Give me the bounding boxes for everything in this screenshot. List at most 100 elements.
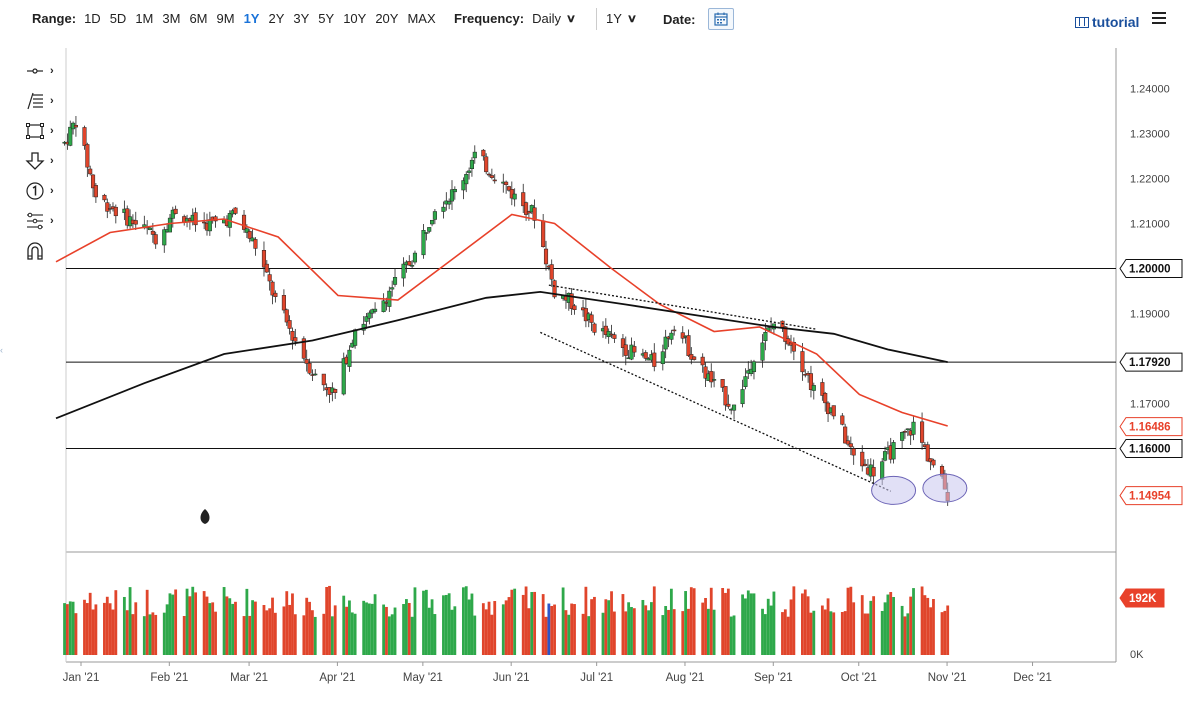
chevron-right-icon[interactable]: › bbox=[50, 65, 54, 77]
candle-body bbox=[521, 192, 526, 207]
candle-body bbox=[261, 250, 267, 268]
candle-body bbox=[173, 208, 178, 214]
volume-bar bbox=[88, 592, 92, 655]
ma-label-text: 1.16486 bbox=[1129, 422, 1171, 434]
menu-icon[interactable] bbox=[1152, 12, 1166, 24]
level-label-text: 1.16000 bbox=[1129, 444, 1171, 456]
range-button-5d[interactable]: 5D bbox=[109, 11, 127, 26]
volume-bar bbox=[863, 613, 867, 655]
tutorial-link[interactable]: tutorial bbox=[1075, 14, 1139, 30]
chevron-down-icon[interactable]: ∨ bbox=[565, 13, 577, 25]
measure-tool[interactable]: › bbox=[24, 206, 64, 236]
range-button-3m[interactable]: 3M bbox=[162, 11, 181, 26]
candle-body bbox=[504, 181, 509, 186]
chevron-right-icon[interactable]: › bbox=[50, 215, 54, 227]
range-button-5y[interactable]: 5Y bbox=[318, 11, 335, 26]
volume-bar bbox=[427, 607, 431, 655]
candle-body bbox=[241, 214, 247, 230]
volume-bar bbox=[880, 610, 884, 655]
volume-bar bbox=[533, 591, 537, 655]
candle-body bbox=[105, 202, 110, 212]
chevron-right-icon[interactable]: › bbox=[50, 95, 54, 107]
volume-bar bbox=[83, 599, 86, 655]
down-arrow-icon bbox=[24, 150, 46, 172]
volume-bar bbox=[407, 602, 411, 655]
crosshair-tool[interactable]: › bbox=[24, 56, 64, 86]
frequency-dropdown[interactable]: Daily bbox=[532, 11, 561, 26]
candle-body bbox=[632, 346, 637, 353]
chevron-down-icon[interactable]: ∨ bbox=[626, 13, 638, 25]
candle-body bbox=[486, 173, 492, 176]
candle-body bbox=[390, 287, 395, 290]
volume-bar bbox=[709, 587, 713, 655]
level-label-box bbox=[1119, 259, 1183, 278]
candle-body bbox=[150, 230, 155, 235]
volume-bar bbox=[168, 593, 172, 655]
price-chart[interactable]: 1.24000 1.23000 1.22000 1.21000 1.19000 1.170… bbox=[0, 38, 1188, 704]
volume-bar bbox=[507, 597, 511, 655]
volume-bar bbox=[325, 586, 329, 655]
volume-bar bbox=[903, 616, 907, 655]
time-axis: Jan '21 Feb '21 Mar '21 Apr '21 May '21 Jun '… bbox=[63, 662, 1052, 684]
range-button-max[interactable]: MAX bbox=[407, 11, 436, 26]
candle-body bbox=[592, 323, 597, 333]
volume-bar bbox=[581, 613, 585, 655]
candle-body bbox=[712, 379, 717, 381]
range-button-9m[interactable]: 9M bbox=[216, 11, 235, 26]
volume-bar bbox=[131, 614, 135, 655]
time-tick-label: Apr '21 bbox=[319, 672, 355, 684]
candle-body bbox=[170, 209, 175, 219]
volume-bar bbox=[362, 600, 366, 655]
volume-bar bbox=[726, 588, 730, 655]
chevron-right-icon[interactable]: › bbox=[50, 125, 54, 137]
range-button-2y[interactable]: 2Y bbox=[268, 11, 285, 26]
volume-bar bbox=[612, 611, 616, 655]
range-button-1y[interactable]: 1Y bbox=[243, 11, 260, 26]
volume-bar bbox=[142, 616, 146, 655]
candle-body bbox=[783, 326, 788, 342]
volume-bar bbox=[923, 595, 927, 655]
highlight-ellipse bbox=[871, 475, 917, 505]
period-dropdown[interactable]: 1Y bbox=[606, 11, 622, 26]
volume-bar bbox=[353, 613, 357, 655]
candle-body bbox=[925, 444, 930, 462]
volume-bar bbox=[801, 593, 804, 655]
range-label: Range: bbox=[32, 11, 77, 26]
magnet-tool[interactable] bbox=[24, 236, 64, 266]
range-button-3y[interactable]: 3Y bbox=[293, 11, 310, 26]
range-button-20y[interactable]: 20Y bbox=[375, 11, 399, 26]
volume-bar bbox=[108, 603, 112, 655]
volume-bar bbox=[322, 613, 326, 655]
arrow-tool[interactable]: › bbox=[24, 146, 64, 176]
shapes-tool[interactable]: › bbox=[24, 116, 64, 146]
candle-body bbox=[506, 186, 512, 191]
candle-body bbox=[552, 280, 557, 298]
chevron-right-icon[interactable]: › bbox=[50, 185, 54, 197]
volume-bar bbox=[749, 593, 753, 655]
candle-body bbox=[287, 320, 292, 329]
volume-bar bbox=[470, 593, 474, 655]
volume-bar bbox=[365, 602, 368, 655]
volume-bar bbox=[114, 590, 118, 655]
annotation-tool[interactable]: › bbox=[24, 176, 64, 206]
volume-bar bbox=[345, 606, 348, 655]
candle-body bbox=[703, 366, 708, 379]
candle-body bbox=[153, 234, 158, 245]
calendar-button[interactable] bbox=[707, 8, 734, 30]
candle-body bbox=[321, 373, 326, 386]
range-button-1d[interactable]: 1D bbox=[84, 11, 101, 26]
range-button-1m[interactable]: 1M bbox=[135, 11, 154, 26]
volume-bar bbox=[892, 596, 895, 655]
range-button-10y[interactable]: 10Y bbox=[343, 11, 367, 26]
candle-body bbox=[843, 426, 848, 444]
volume-bar bbox=[350, 612, 354, 655]
date-label: Date: bbox=[663, 11, 696, 27]
chevron-right-icon[interactable]: › bbox=[50, 155, 54, 167]
range-button-6m[interactable]: 6M bbox=[189, 11, 208, 26]
volume-bar bbox=[547, 603, 551, 655]
lines-tool[interactable]: › bbox=[24, 86, 64, 116]
volume-bar bbox=[704, 597, 707, 655]
candle-body bbox=[700, 356, 705, 366]
watermark-logo bbox=[200, 509, 210, 524]
candle-body bbox=[652, 352, 657, 367]
